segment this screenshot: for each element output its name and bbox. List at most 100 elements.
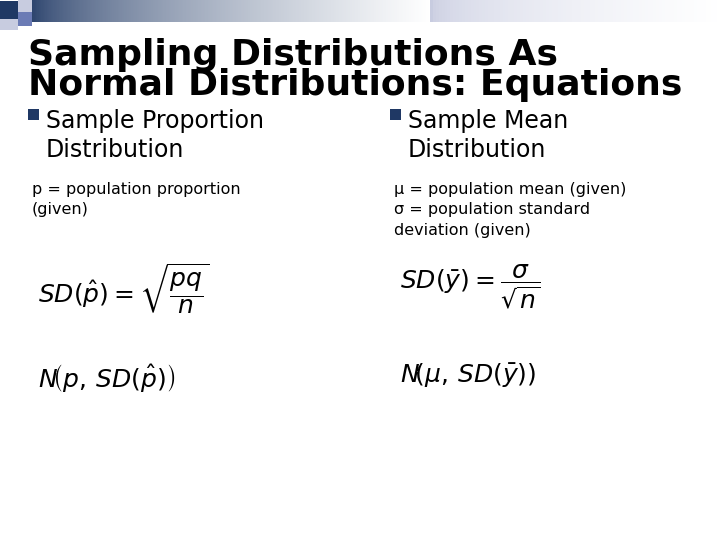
Text: $SD(\hat{p})=\sqrt{\dfrac{pq}{n}}$: $SD(\hat{p})=\sqrt{\dfrac{pq}{n}}$ [38,262,210,316]
Text: Normal Distributions: Equations: Normal Distributions: Equations [28,68,683,102]
Bar [356,0,358,22]
Bar [109,0,110,22]
Bar [410,0,412,22]
Bar [347,0,348,22]
Bar [534,0,538,22]
Bar [543,0,546,22]
Bar [408,0,410,22]
Bar [193,0,194,22]
Bar [280,0,282,22]
Bar [37,0,39,22]
Bar [417,0,418,22]
Bar [428,0,429,22]
Bar [122,0,124,22]
Bar [352,0,354,22]
Bar [644,0,648,22]
Bar [39,0,40,22]
Bar [497,0,500,22]
Bar [549,0,552,22]
Bar [89,0,91,22]
Bar [199,0,202,22]
Bar [215,0,217,22]
Bar [197,0,199,22]
Bar [142,0,144,22]
Bar [411,0,413,22]
Bar [218,0,220,22]
Bar [382,0,384,22]
Bar [380,0,382,22]
Bar [79,0,81,22]
Bar [32,0,34,22]
Bar [618,0,622,22]
Bar [304,0,306,22]
Bar [61,0,63,22]
Bar [688,0,691,22]
Bar [283,0,284,22]
Bar [246,0,248,22]
Bar [444,0,448,22]
Bar [104,0,107,22]
Bar [531,0,535,22]
Bar [438,0,442,22]
Text: Sample Proportion
Distribution: Sample Proportion Distribution [46,109,264,162]
Bar [313,0,315,22]
Bar [297,0,300,22]
Bar [394,0,396,22]
Bar [613,0,616,22]
Bar [192,0,193,22]
Bar [189,0,191,22]
Bar [391,0,393,22]
Bar [273,0,275,22]
Bar [335,0,337,22]
Bar [668,0,671,22]
Bar [103,0,105,22]
Bar [245,0,247,22]
Bar [369,0,372,22]
Text: p = population proportion
(given): p = population proportion (given) [32,182,240,218]
Bar [526,0,529,22]
Bar [327,0,328,22]
Bar [319,0,320,22]
Bar [179,0,181,22]
Bar [433,0,436,22]
Bar [181,0,183,22]
Bar [78,0,79,22]
Bar [318,0,319,22]
Text: $SD(\bar{y})=\dfrac{\sigma}{\sqrt{n}}$: $SD(\bar{y})=\dfrac{\sigma}{\sqrt{n}}$ [400,262,540,310]
Bar [47,0,49,22]
Bar [107,0,109,22]
Bar [399,0,401,22]
Bar [665,0,668,22]
Bar [221,0,222,22]
Bar [697,0,700,22]
Bar [33,0,35,22]
Bar [0,19,18,30]
Bar [75,0,77,22]
Bar [220,0,222,22]
Bar [158,0,160,22]
Bar [418,0,420,22]
Bar [174,0,176,22]
Bar [196,0,197,22]
Bar [346,0,348,22]
Bar [55,0,57,22]
Bar [138,0,140,22]
Bar [341,0,343,22]
Bar [89,0,90,22]
Bar [426,0,428,22]
Bar [296,0,298,22]
Bar [302,0,305,22]
Bar [40,0,42,22]
Bar [595,0,599,22]
Bar [31,0,32,22]
Bar [293,0,295,22]
Bar [135,0,137,22]
Bar [598,0,602,22]
Bar [390,0,392,22]
Bar [374,0,376,22]
Bar [291,0,292,22]
Bar [408,0,409,22]
Bar [560,0,564,22]
Bar [343,0,345,22]
Bar [50,0,51,22]
